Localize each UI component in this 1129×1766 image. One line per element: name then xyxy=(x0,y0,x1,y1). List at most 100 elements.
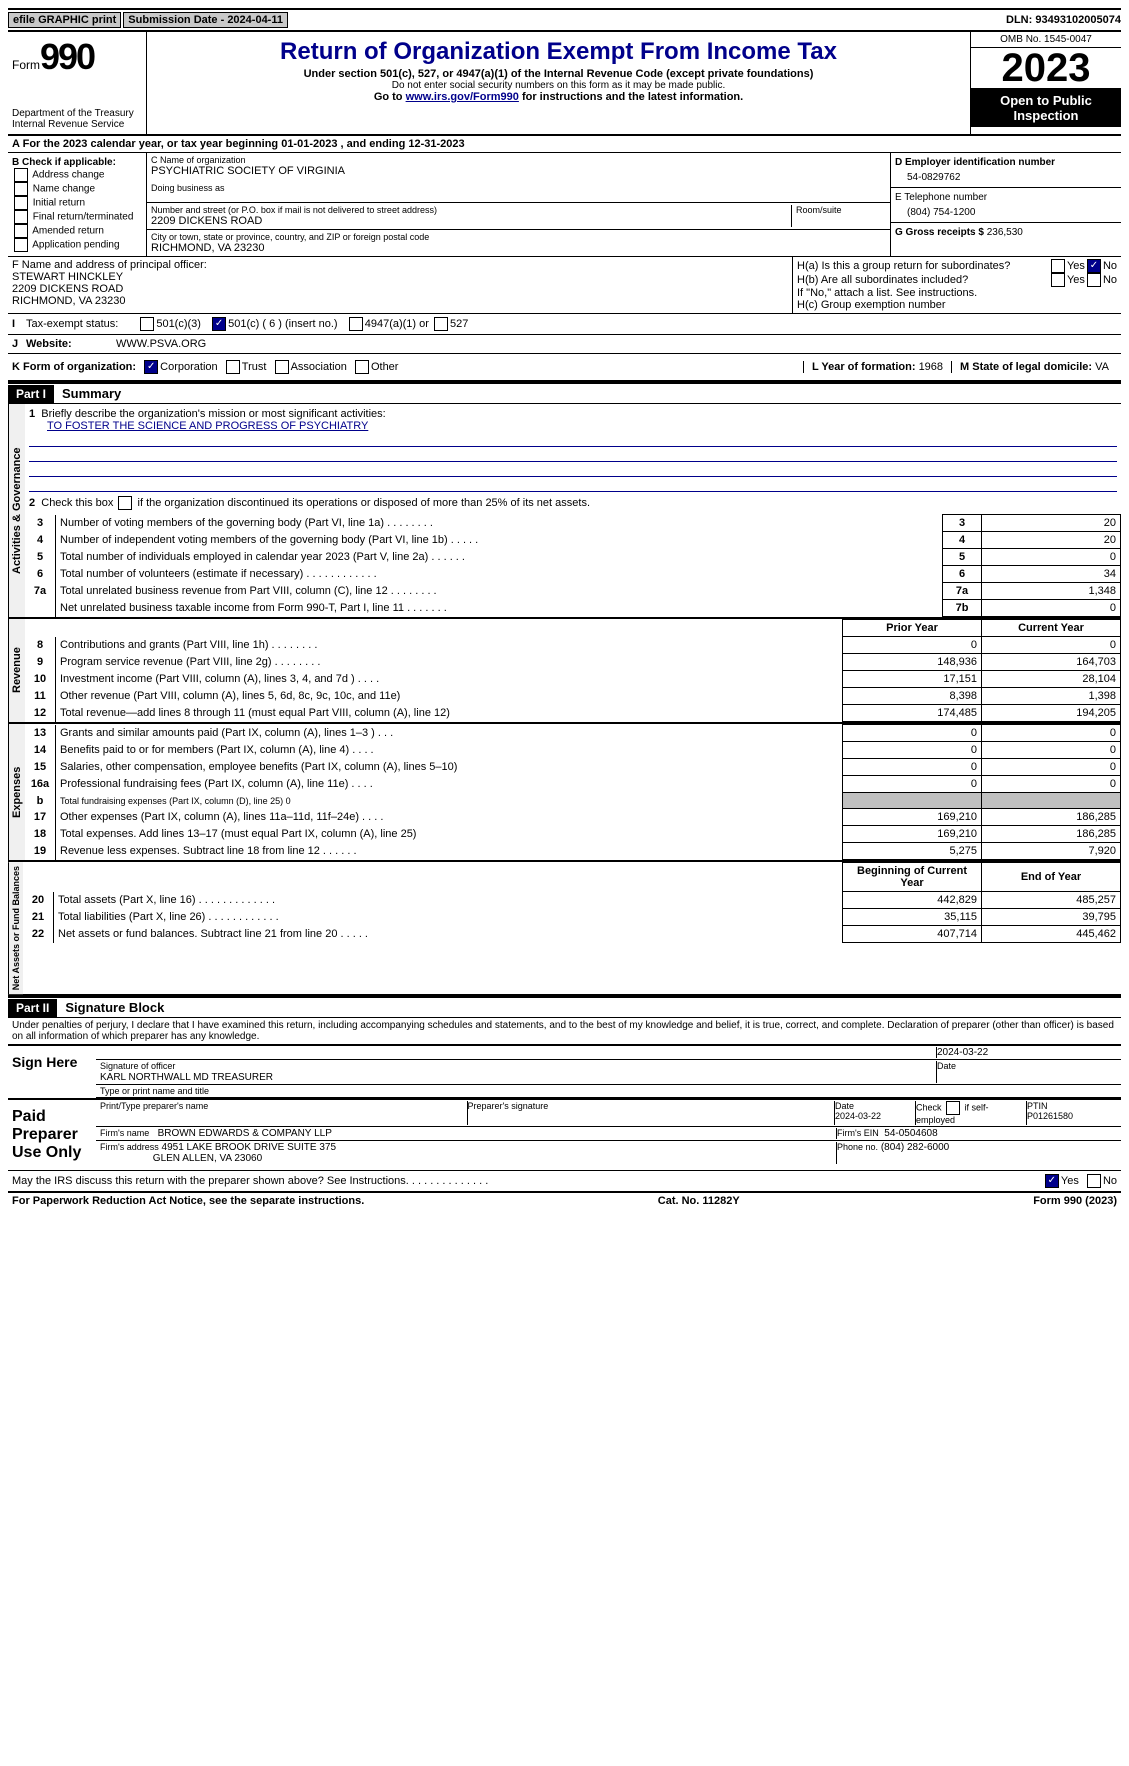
form-number: 990 xyxy=(40,36,94,77)
i-4947-checkbox[interactable] xyxy=(349,317,363,331)
table-header-row: Beginning of Current YearEnd of Year xyxy=(23,863,1121,892)
k-other-checkbox[interactable] xyxy=(355,360,369,374)
b-opt-checkbox[interactable] xyxy=(14,182,28,196)
vert-governance: Activities & Governance xyxy=(8,404,25,617)
table-row: 18Total expenses. Add lines 13–17 (must … xyxy=(25,826,1121,843)
table-row: 22Net assets or fund balances. Subtract … xyxy=(23,926,1121,943)
k-assoc-checkbox[interactable] xyxy=(275,360,289,374)
discuss-no-checkbox[interactable] xyxy=(1087,1174,1101,1188)
dln-label: DLN: 93493102005074 xyxy=(1006,14,1121,26)
table-row: 20Total assets (Part X, line 16) . . . .… xyxy=(23,892,1121,909)
f-addr1: 2209 DICKENS ROAD xyxy=(12,283,788,295)
footer-left: For Paperwork Reduction Act Notice, see … xyxy=(12,1195,364,1207)
hb-label: H(b) Are all subordinates included? xyxy=(797,274,1049,286)
treasury-dept: Department of the Treasury xyxy=(12,108,142,119)
k-trust-checkbox[interactable] xyxy=(226,360,240,374)
form990-link[interactable]: www.irs.gov/Form990 xyxy=(406,91,519,103)
table-header-row: Prior YearCurrent Year xyxy=(25,620,1121,637)
c-city-value: RICHMOND, VA 23230 xyxy=(151,242,886,254)
line2-text: Check this box if the organization disco… xyxy=(41,497,590,509)
c-city-label: City or town, state or province, country… xyxy=(151,232,886,242)
ha-yes-checkbox[interactable] xyxy=(1051,259,1065,273)
irs-label: Internal Revenue Service xyxy=(12,119,142,130)
prep-name-label: Print/Type preparer's name xyxy=(100,1101,468,1125)
ha-no-checkbox[interactable]: ✓ xyxy=(1087,259,1101,273)
footer-right: Form 990 (2023) xyxy=(1033,1195,1117,1207)
section-b-to-g: B Check if applicable: Address change Na… xyxy=(8,153,1121,257)
line1-label: Briefly describe the organization's miss… xyxy=(41,408,385,420)
table-row: 21Total liabilities (Part X, line 26) . … xyxy=(23,909,1121,926)
c-addr-value: 2209 DICKENS ROAD xyxy=(151,215,791,227)
col-deg: D Employer identification number 54-0829… xyxy=(891,153,1121,256)
discuss-yes-checkbox[interactable]: ✓ xyxy=(1045,1174,1059,1188)
b-opt-checkbox[interactable] xyxy=(14,224,28,238)
b-option: Application pending xyxy=(12,238,142,252)
mission-text: TO FOSTER THE SCIENCE AND PROGRESS OF PS… xyxy=(47,420,368,432)
form-word: Form xyxy=(12,58,40,72)
c-name-value: PSYCHIATRIC SOCIETY OF VIRGINIA xyxy=(151,165,886,177)
part2-badge: Part II xyxy=(8,999,57,1017)
subtitle-1: Under section 501(c), 527, or 4947(a)(1)… xyxy=(155,68,962,80)
b-option: Final return/terminated xyxy=(12,210,142,224)
f-addr2: RICHMOND, VA 23230 xyxy=(12,295,788,307)
paid-preparer-label: Paid Preparer Use Only xyxy=(8,1100,96,1170)
top-bar: efile GRAPHIC print Submission Date - 20… xyxy=(8,8,1121,32)
table-row: 3Number of voting members of the governi… xyxy=(25,515,1121,532)
expenses-section: Expenses 13Grants and similar amounts pa… xyxy=(8,724,1121,862)
b-opt-checkbox[interactable] xyxy=(14,196,28,210)
hb-no-checkbox[interactable] xyxy=(1087,273,1101,287)
table-row: 16aProfessional fundraising fees (Part I… xyxy=(25,776,1121,793)
declaration-text: Under penalties of perjury, I declare th… xyxy=(8,1018,1121,1044)
self-employed-checkbox[interactable] xyxy=(946,1101,960,1115)
table-row: bTotal fundraising expenses (Part IX, co… xyxy=(25,793,1121,809)
header-center: Return of Organization Exempt From Incom… xyxy=(147,32,970,134)
form-header: Form990 Department of the Treasury Inter… xyxy=(8,32,1121,136)
vert-revenue: Revenue xyxy=(8,619,25,722)
i-label: Tax-exempt status: xyxy=(26,318,118,330)
i-527-checkbox[interactable] xyxy=(434,317,448,331)
table-row: 7aTotal unrelated business revenue from … xyxy=(25,583,1121,600)
b-opt-checkbox[interactable] xyxy=(14,210,28,224)
b-option: Initial return xyxy=(12,196,142,210)
b-opt-checkbox[interactable] xyxy=(14,168,28,182)
governance-table: 3Number of voting members of the governi… xyxy=(25,514,1121,617)
k-label: K Form of organization: xyxy=(12,361,136,373)
table-row: 9Program service revenue (Part VIII, lin… xyxy=(25,654,1121,671)
table-row: 14Benefits paid to or for members (Part … xyxy=(25,742,1121,759)
b-option: Name change xyxy=(12,182,142,196)
part1-badge: Part I xyxy=(8,385,54,403)
f-name: STEWART HINCKLEY xyxy=(12,271,788,283)
hb-yes-checkbox[interactable] xyxy=(1051,273,1065,287)
line2-checkbox[interactable] xyxy=(118,496,132,510)
c-dba-label: Doing business as xyxy=(151,183,886,193)
k-corp-checkbox[interactable]: ✓ xyxy=(144,360,158,374)
discuss-line: May the IRS discuss this return with the… xyxy=(8,1170,1121,1192)
open-to-public: Open to Public Inspection xyxy=(971,89,1121,127)
c-addr-label: Number and street (or P.O. box if mail i… xyxy=(151,205,791,215)
hc-label: H(c) Group exemption number xyxy=(797,299,1117,311)
sig-date-value: 2024-03-22 xyxy=(937,1047,1117,1058)
table-row: 5Total number of individuals employed in… xyxy=(25,549,1121,566)
table-row: 15Salaries, other compensation, employee… xyxy=(25,759,1121,776)
form-title: Return of Organization Exempt From Incom… xyxy=(155,38,962,66)
table-row: 4Number of independent voting members of… xyxy=(25,532,1121,549)
c-room-label: Room/suite xyxy=(796,205,886,215)
table-row: 17Other expenses (Part IX, column (A), l… xyxy=(25,809,1121,826)
g-value: 236,530 xyxy=(987,227,1023,238)
submission-date-button[interactable]: Submission Date - 2024-04-11 xyxy=(123,12,288,28)
b-opt-checkbox[interactable] xyxy=(14,238,28,252)
efile-print-button[interactable]: efile GRAPHIC print xyxy=(8,12,121,28)
i-501c-checkbox[interactable]: ✓ xyxy=(212,317,226,331)
sign-here-label: Sign Here xyxy=(8,1046,96,1098)
revenue-table: Prior YearCurrent Year8Contributions and… xyxy=(25,619,1121,722)
subtitle-3: Go to www.irs.gov/Form990 for instructio… xyxy=(155,91,962,103)
g-label: G Gross receipts $ xyxy=(895,227,984,238)
i-501c3-checkbox[interactable] xyxy=(140,317,154,331)
vert-netassets: Net Assets or Fund Balances xyxy=(8,862,23,994)
f-box: F Name and address of principal officer:… xyxy=(8,257,793,313)
part2-header: Part II Signature Block xyxy=(8,996,1121,1018)
col-b: B Check if applicable: Address change Na… xyxy=(8,153,147,256)
f-label: F Name and address of principal officer: xyxy=(12,259,788,271)
table-row: 12Total revenue—add lines 8 through 11 (… xyxy=(25,705,1121,722)
h-box: H(a) Is this a group return for subordin… xyxy=(793,257,1121,313)
